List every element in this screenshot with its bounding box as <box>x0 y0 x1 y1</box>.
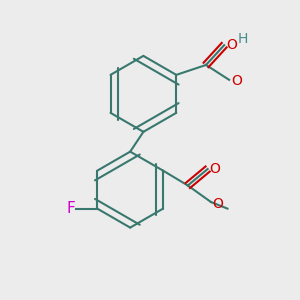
Text: H: H <box>237 32 248 46</box>
Text: F: F <box>67 201 75 216</box>
Text: O: O <box>231 74 242 88</box>
Text: O: O <box>210 162 220 176</box>
Text: O: O <box>212 197 223 211</box>
Text: O: O <box>226 38 237 52</box>
